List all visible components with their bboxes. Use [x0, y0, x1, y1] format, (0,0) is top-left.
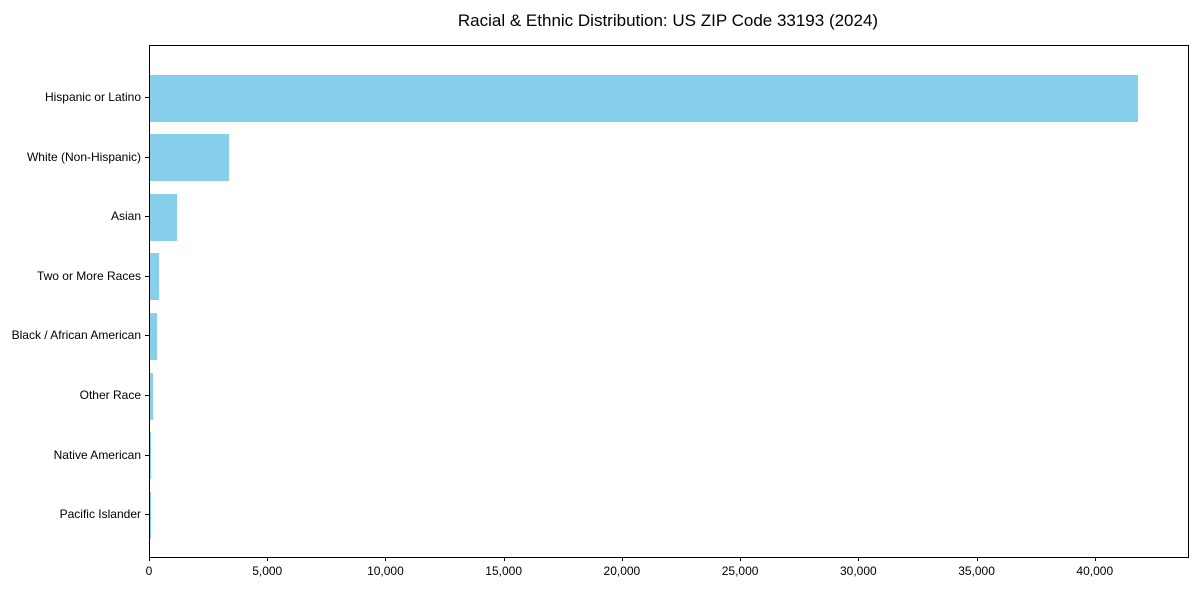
y-tick-mark	[145, 156, 149, 158]
x-tick-mark	[1094, 557, 1096, 561]
x-tick-mark	[267, 557, 269, 561]
x-tick-label: 15,000	[485, 564, 522, 578]
bar-asian	[150, 193, 177, 241]
bar-white-non-hispanic	[150, 134, 230, 182]
y-axis-label: Black / African American	[11, 328, 141, 343]
x-tick-label: 0	[145, 564, 153, 578]
y-axis-label: Other Race	[79, 388, 141, 402]
x-tick-label: 5,000	[252, 564, 283, 578]
y-tick-mark	[145, 335, 149, 337]
x-tick-label: 10,000	[367, 564, 404, 578]
x-tick-mark	[503, 557, 505, 561]
x-tick-mark	[740, 557, 742, 561]
bar-two-or-more-races	[150, 253, 160, 301]
x-tick-mark	[858, 557, 860, 561]
x-tick-mark	[385, 557, 387, 561]
y-axis-label: Pacific Islander	[59, 507, 141, 522]
x-tick-label: 25,000	[721, 564, 759, 578]
y-tick-mark	[145, 97, 149, 98]
plot-area	[149, 45, 1189, 558]
bar-black-african-american	[150, 312, 158, 360]
y-axis-label: Hispanic or Latino	[44, 90, 141, 104]
x-tick-label: 30,000	[839, 564, 877, 578]
y-axis-label: Asian	[110, 209, 141, 224]
chart-title: Racial & Ethnic Distribution: US ZIP Cod…	[457, 11, 879, 30]
y-tick-mark	[145, 514, 149, 516]
y-axis-label: Two or More Races	[36, 268, 141, 283]
y-axis-label: White (Non-Hispanic)	[26, 149, 141, 164]
x-tick-label: 40,000	[1076, 564, 1114, 578]
y-tick-mark	[145, 275, 149, 277]
y-tick-mark	[145, 454, 149, 456]
x-tick-mark	[976, 557, 978, 561]
y-tick-mark	[145, 216, 149, 218]
bar-native-american	[150, 432, 151, 480]
x-tick-mark	[149, 557, 150, 561]
bar-hispanic-or-latino	[150, 74, 1139, 122]
y-axis-label: Native American	[53, 447, 141, 462]
y-tick-mark	[145, 395, 149, 396]
x-tick-mark	[621, 557, 623, 561]
bar-other-race	[150, 372, 154, 420]
x-tick-label: 20,000	[603, 564, 641, 578]
x-tick-label: 35,000	[958, 564, 995, 578]
